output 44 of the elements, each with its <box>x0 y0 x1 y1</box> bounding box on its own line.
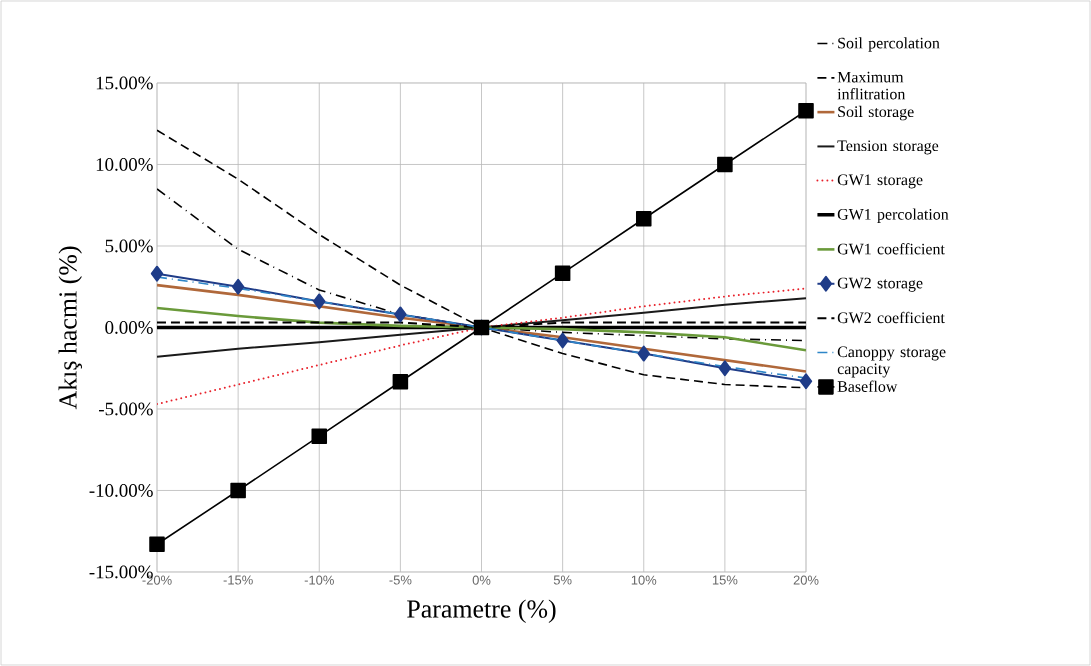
point <box>799 373 813 390</box>
legend-label: Soil percolation <box>838 37 940 52</box>
point <box>392 373 409 390</box>
line-series <box>157 287 807 406</box>
legend-label: Tension storage <box>837 140 939 155</box>
legend-label: Soil storage <box>838 105 914 121</box>
point <box>556 332 569 349</box>
point <box>311 428 328 444</box>
x-tick-label: 20% <box>793 575 819 585</box>
point <box>231 278 245 295</box>
x-tick-label: -5% <box>389 575 412 585</box>
x-tick-label: -15% <box>223 575 253 585</box>
x-tick-label: 0% <box>472 575 491 585</box>
point <box>717 156 733 173</box>
legend-label: GW2 coefficient <box>837 311 945 324</box>
point <box>635 210 652 227</box>
y-tick-label: 0.00% <box>105 321 153 334</box>
legend-label: GW2 storage <box>837 277 923 292</box>
y-tick-label: -10.00% <box>89 484 153 497</box>
legend-label: Maximum inflitration <box>837 71 906 100</box>
y-tick-label: 15.00% <box>96 76 153 90</box>
x-tick-label: -10% <box>304 575 334 585</box>
point <box>718 360 732 377</box>
point <box>637 345 650 362</box>
legend-label: GW1 coefficient <box>837 243 945 255</box>
x-tick-label: 5% <box>553 575 572 585</box>
y-tick-label: -5.00% <box>98 402 153 416</box>
x-axis-title: Parametre (%) <box>407 599 556 623</box>
x-tick-label: 15% <box>712 575 738 585</box>
point <box>798 102 814 119</box>
point <box>313 293 326 310</box>
point <box>394 306 407 323</box>
point <box>150 265 164 282</box>
legend-label: GW1 percolation <box>837 208 949 223</box>
x-tick-label: 10% <box>631 575 657 585</box>
legend-label: Canoppy storage capacity <box>837 346 946 378</box>
point <box>554 265 571 281</box>
y-tick-label: 5.00% <box>105 239 153 253</box>
legend-label: Baseflow <box>837 380 898 392</box>
point <box>149 536 165 553</box>
point <box>230 482 246 499</box>
y-axis-title: Akış hacmi (%) <box>58 246 82 410</box>
legend-label: GW1 storage <box>837 174 923 189</box>
y-tick-label: 10.00% <box>96 158 153 171</box>
